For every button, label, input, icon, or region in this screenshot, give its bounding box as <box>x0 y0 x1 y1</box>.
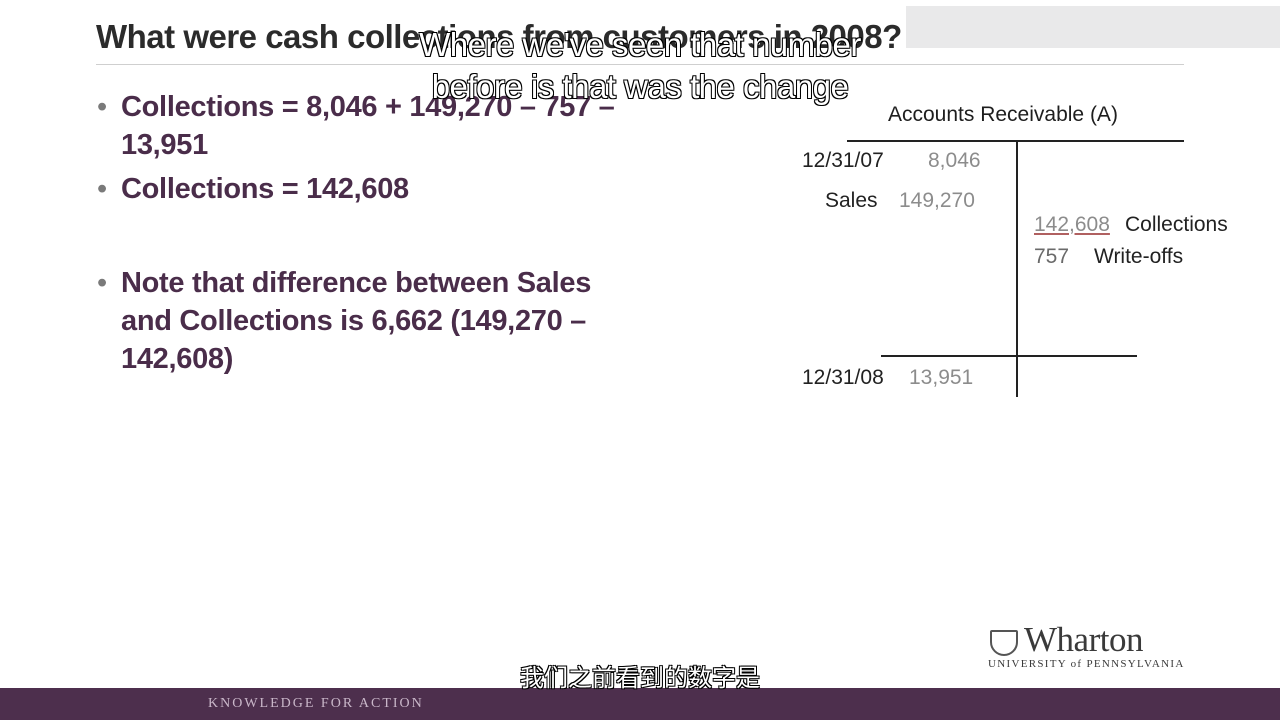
wharton-logo: Wharton UNIVERSITY of PENNSYLVANIA <box>988 620 1198 674</box>
t-account-accounts-receivable: Accounts Receivable (A) 12/31/07 8,046 S… <box>790 95 1250 405</box>
collections-amount: 142,608 <box>1034 213 1110 236</box>
shield-icon <box>990 630 1018 656</box>
t-account-bottom-rule <box>881 355 1137 357</box>
collections-label: Collections <box>1125 213 1228 236</box>
t-account-top-rule <box>847 140 1184 142</box>
opening-date: 12/31/07 <box>802 149 884 172</box>
bullet-list: Collections = 8,046 + 149,270 – 757 – 13… <box>96 88 616 378</box>
bullet-collections-formula: Collections = 8,046 + 149,270 – 757 – 13… <box>96 88 616 164</box>
title-divider <box>96 64 1184 65</box>
write-offs-label: Write-offs <box>1094 245 1184 268</box>
subtitle-chinese: 我们之前看到的数字是 <box>520 664 761 693</box>
footer-tagline: KNOWLEDGE FOR ACTION <box>208 696 424 711</box>
ending-amount: 13,951 <box>909 366 974 389</box>
logo-subtitle: UNIVERSITY of PENNSYLVANIA <box>988 658 1185 670</box>
logo-wordmark: Wharton <box>1024 620 1143 659</box>
opening-amount: 8,046 <box>928 149 981 172</box>
footer-bar: KNOWLEDGE FOR ACTION <box>0 688 1280 720</box>
sales-label: Sales <box>825 189 878 212</box>
bullet-collections-result: Collections = 142,608 <box>96 170 616 208</box>
t-account-center-rule <box>1016 140 1018 397</box>
subtitle-english-line-1: Where we've seen that number <box>418 25 862 63</box>
write-offs-amount: 757 <box>1034 245 1070 268</box>
top-right-overlay-box <box>906 6 1280 48</box>
bullet-difference-note: Note that difference between Sales and C… <box>96 264 616 378</box>
ending-date: 12/31/08 <box>802 366 884 389</box>
sales-amount: 149,270 <box>899 189 975 212</box>
slide-title: What were cash collections from customer… <box>96 18 902 55</box>
t-account-title: Accounts Receivable (A) <box>888 103 1118 126</box>
subtitle-english-line-2: before is that was the change <box>431 67 850 105</box>
